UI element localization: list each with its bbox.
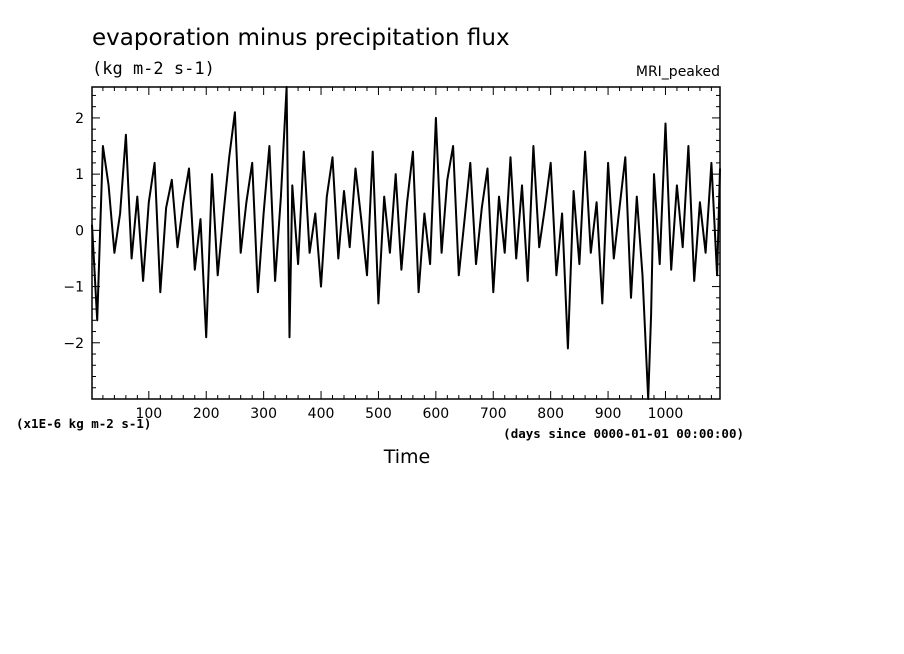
x-tick-label: 800: [537, 406, 564, 422]
series-line: [91, 86, 721, 400]
plot-area: [91, 86, 721, 400]
x-tick-label: 500: [365, 406, 392, 422]
units-label: (kg m-2 s-1): [92, 59, 215, 79]
y-tick-label: 2: [75, 111, 84, 127]
x-tick-label: 700: [480, 406, 507, 422]
x-tick-label: 200: [193, 406, 220, 422]
y-tick-label: 1: [75, 167, 84, 183]
plot-frame: [91, 86, 721, 400]
axis-ticks: [92, 87, 720, 399]
x-tick-label: 1000: [648, 406, 684, 422]
x-tick-label: 100: [135, 406, 162, 422]
x-tick-label: 600: [422, 406, 449, 422]
x-tick-label: 300: [250, 406, 277, 422]
y-tick-label: −2: [63, 336, 84, 352]
x-tick-label: 900: [595, 406, 622, 422]
y-tick-label: 0: [75, 223, 84, 239]
x-tick-label: 400: [308, 406, 335, 422]
y-tick-label: −1: [63, 280, 84, 296]
x-units-label: (days since 0000-01-01 00:00:00): [503, 426, 744, 441]
chart-title: evaporation minus precipitation flux: [92, 25, 510, 51]
y-scale-label: (x1E-6 kg m-2 s-1): [16, 416, 151, 431]
model-label: MRI_peaked: [636, 64, 720, 80]
x-axis-label: Time: [383, 446, 431, 468]
axis-tick-labels: 100 200 300 400 500 600 700 800 900 1000 2 1 0 −1 −2: [63, 111, 683, 422]
